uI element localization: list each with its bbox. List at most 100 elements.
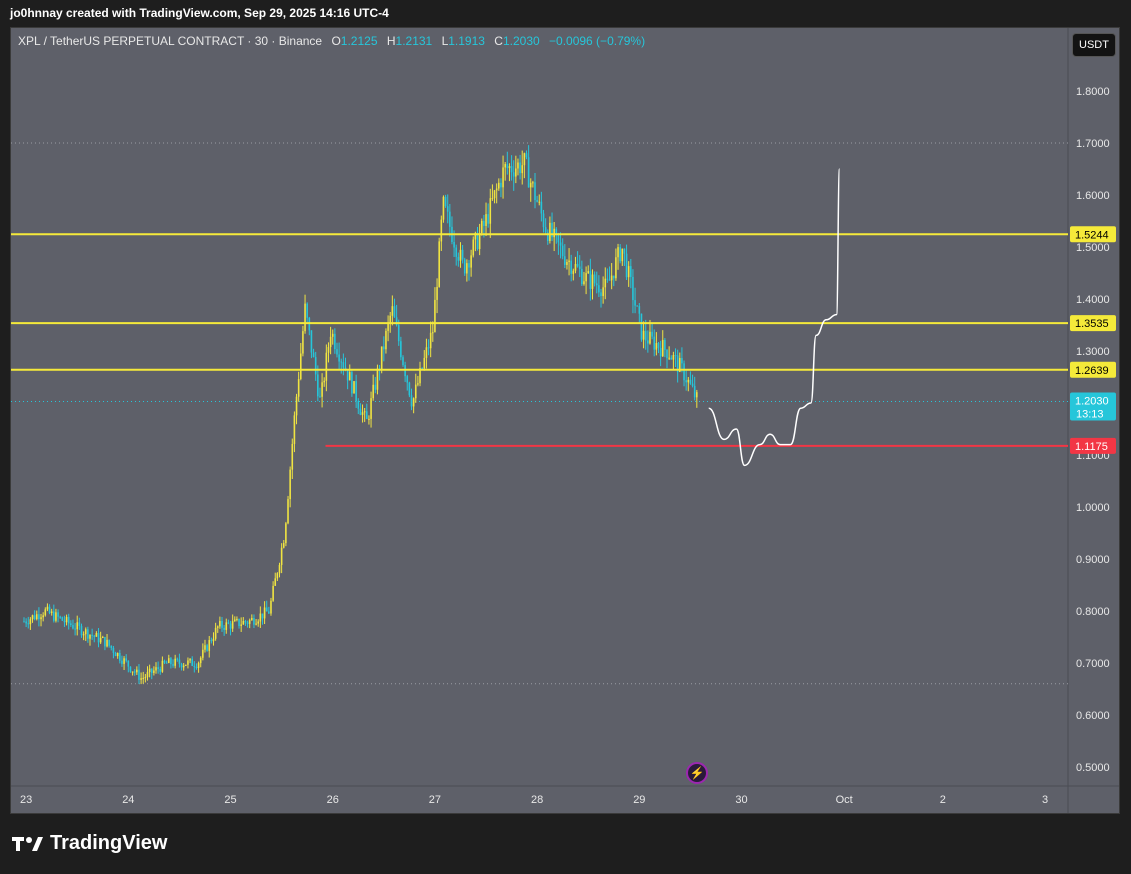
symbol-title[interactable]: XPL / TetherUS PERPETUAL CONTRACT · 30 ·…: [18, 34, 323, 48]
candle-body: [87, 629, 89, 639]
candle-body: [80, 625, 83, 636]
chart-attribution: jo0hnnay created with TradingView.com, S…: [10, 6, 389, 20]
candle-body: [255, 623, 257, 625]
candle-body: [410, 395, 413, 407]
price-chart[interactable]: 1.8000 1.7000 1.6000 1.5000 1.4000 1.3000 1.20…: [11, 28, 1119, 813]
candle-body: [470, 255, 472, 268]
candle-body: [636, 305, 638, 307]
candle-body: [642, 330, 645, 340]
candle-body: [148, 668, 151, 673]
candle-body: [212, 638, 215, 642]
candle-body: [644, 330, 647, 341]
candle-body: [380, 346, 383, 370]
candle-body: [685, 380, 687, 383]
x-tick-label: 23: [20, 794, 32, 806]
candle-body: [576, 263, 579, 267]
candle-body: [427, 347, 430, 349]
candle-body: [559, 242, 562, 246]
tradingview-logo-icon: [12, 836, 43, 851]
candle-body: [33, 615, 36, 620]
candle-body: [178, 659, 181, 664]
candle-body: [197, 663, 200, 668]
candle-body: [242, 621, 245, 625]
candle-body: [53, 611, 55, 621]
candle-body: [48, 606, 51, 614]
candle-body: [363, 411, 366, 413]
y-tick-label: 1.4000: [1076, 294, 1110, 306]
candle-body: [678, 358, 681, 372]
candle-body: [142, 677, 145, 679]
candle-body: [253, 617, 255, 625]
candle-body: [681, 358, 683, 364]
candle-body: [287, 499, 289, 524]
y-tick-label: 1.3000: [1076, 346, 1110, 358]
candle-body: [136, 669, 138, 673]
candle-body: [314, 357, 317, 375]
candle-body: [564, 256, 566, 265]
candle-body: [542, 213, 545, 228]
candle-body: [617, 247, 619, 258]
candle-body: [657, 343, 660, 348]
candle-body: [93, 635, 96, 637]
candle-body: [670, 357, 673, 360]
candle-body: [651, 331, 653, 337]
candle-body: [353, 381, 355, 394]
candle-body: [444, 196, 447, 207]
candle-body: [338, 354, 340, 362]
candle-body: [532, 182, 534, 184]
candle-body: [591, 274, 594, 289]
y-tick-label: 0.6000: [1076, 710, 1110, 722]
candle-body: [376, 368, 379, 390]
candle-body: [229, 623, 232, 629]
candle-body: [568, 260, 570, 263]
candle-body: [44, 609, 47, 616]
brand-name: TradingView: [50, 832, 168, 854]
candle-body: [274, 578, 277, 586]
candle-body: [449, 211, 451, 227]
candle-body: [400, 341, 402, 358]
candle-body: [696, 392, 698, 398]
candle-body: [210, 640, 213, 642]
candle-body: [202, 649, 204, 658]
currency-button[interactable]: USDT: [1072, 33, 1116, 57]
candle-body: [391, 306, 394, 316]
candle-body: [278, 564, 281, 574]
key-level-tag: [1070, 361, 1116, 378]
key-level-tag: [1070, 315, 1116, 332]
candle-body: [551, 222, 553, 238]
candle-body: [42, 615, 44, 618]
candle-body: [546, 232, 549, 241]
candle-body: [429, 332, 432, 349]
candle-body: [342, 362, 345, 368]
chart-area[interactable]: 1.8000 1.7000 1.6000 1.5000 1.4000 1.3000 1.20…: [10, 27, 1120, 814]
candle-body: [140, 678, 142, 680]
candle-body: [133, 671, 136, 673]
candle-body: [419, 368, 421, 384]
candle-body: [244, 621, 247, 623]
y-tick-label: 0.8000: [1076, 606, 1110, 618]
candle-body: [31, 615, 34, 620]
candle-body: [78, 622, 81, 626]
lightning-icon[interactable]: ⚡: [686, 762, 708, 784]
candle-body: [476, 232, 479, 249]
candle-body: [544, 227, 547, 233]
candle-body: [557, 233, 560, 243]
projection-path[interactable]: [708, 168, 841, 467]
candle-body: [123, 658, 125, 664]
candle-body: [204, 645, 206, 650]
candle-body: [306, 303, 308, 318]
candle-body: [331, 333, 334, 337]
candle-body: [312, 352, 315, 358]
candle-body: [82, 634, 85, 636]
candle-body: [425, 347, 428, 358]
candle-body: [276, 573, 279, 579]
support-tag: [1070, 437, 1116, 454]
candle-body: [216, 626, 219, 628]
key-level-label: 1.3535: [1075, 318, 1109, 330]
x-tick-label: 26: [327, 794, 339, 806]
candle-body: [661, 339, 664, 357]
candle-body: [540, 201, 543, 214]
candle-body: [185, 664, 187, 666]
high-value: 1.2131: [395, 34, 433, 48]
candle-body: [434, 299, 436, 333]
